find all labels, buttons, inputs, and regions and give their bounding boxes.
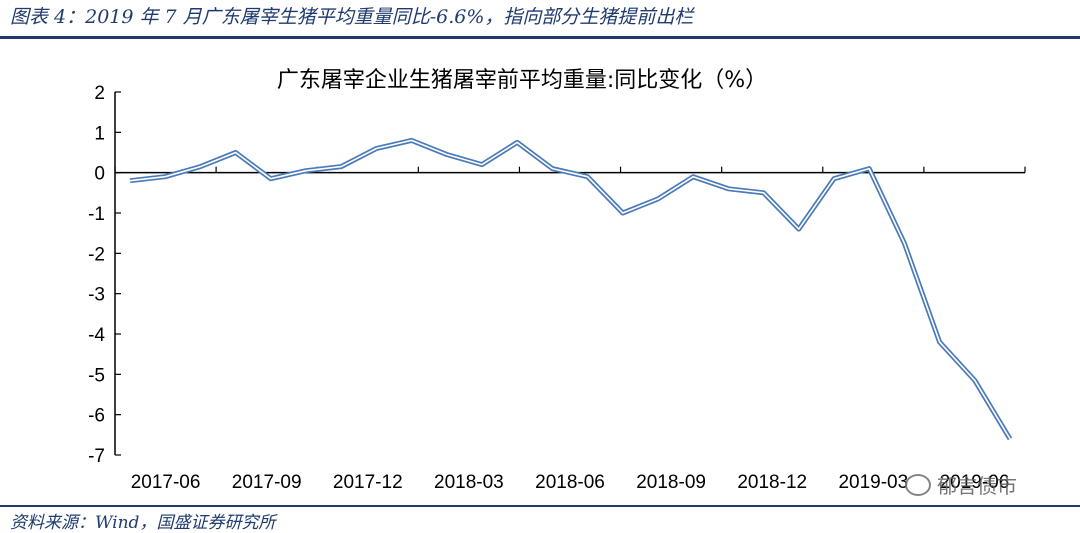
- y-tick-label: -6: [88, 406, 105, 427]
- y-tick-label: -7: [88, 446, 105, 467]
- source-note: 资料来源：Wind，国盛证券研究所: [10, 508, 275, 533]
- y-tick-label: -4: [88, 325, 105, 346]
- x-tick-label: 2018-12: [737, 472, 807, 493]
- chart-series: [130, 140, 1010, 439]
- y-axis-ticks: 2 1 0 -1 -2 -3 -4 -5 -6 -7: [88, 83, 121, 467]
- figure-caption: 图表 4：2019 年 7 月广东屠宰生猪平均重量同比-6.6%，指向部分生猪提…: [10, 2, 693, 29]
- chart-axes: [115, 92, 1025, 455]
- y-tick-label: 0: [94, 164, 105, 185]
- line-chart: 广东屠宰企业生猪屠宰前平均重量:同比变化（%） 2 1 0 -1 -2 -3 -4 -5 -6 -…: [0, 40, 1080, 505]
- series-line-outer: [130, 140, 1010, 439]
- x-tick-label: 2017-09: [232, 472, 302, 493]
- x-tick-label: 2018-06: [535, 472, 605, 493]
- x-tick-label: 2018-03: [434, 472, 504, 493]
- x-tick-label: 2017-12: [333, 472, 403, 493]
- x-axis-ticks: 2017-06 2017-09 2017-12 2018-03 2018-06 2018-…: [115, 167, 1025, 493]
- y-tick-label: -2: [88, 244, 105, 265]
- wechat-icon: [905, 474, 931, 496]
- y-tick-label: 1: [94, 123, 105, 144]
- watermark-text: 郁言债市: [937, 470, 1017, 499]
- x-tick-label: 2017-06: [131, 472, 201, 493]
- top-rule: [0, 36, 1080, 39]
- chart-title: 广东屠宰企业生猪屠宰前平均重量:同比变化（%）: [277, 68, 767, 93]
- bottom-rule: [0, 505, 1080, 507]
- y-tick-label: -5: [88, 365, 105, 386]
- y-tick-label: -3: [88, 285, 105, 306]
- x-tick-label: 2018-09: [636, 472, 706, 493]
- x-tick-label: 2019-03: [838, 472, 908, 493]
- watermark: 郁言债市: [905, 470, 1017, 499]
- y-tick-label: 2: [94, 83, 105, 104]
- y-tick-label: -1: [88, 204, 105, 225]
